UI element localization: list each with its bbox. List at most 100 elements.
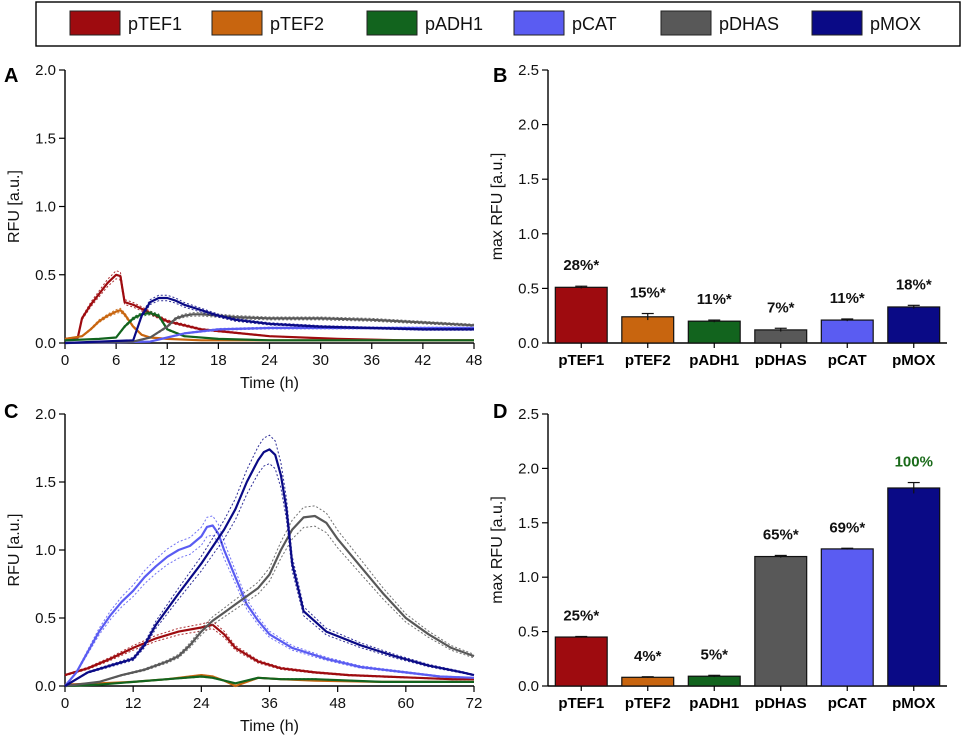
x-tick-label: 6 (112, 352, 120, 369)
y-tick-label: 0.5 (35, 610, 56, 627)
y-tick-label: 0.0 (518, 678, 539, 695)
data-label-ptef2: 15%* (630, 285, 666, 302)
data-label-pdhas: 65%* (763, 526, 799, 543)
series-lower-pdhas (64, 525, 475, 687)
legend-swatch-pmox (811, 10, 863, 36)
category-label-ptef2: pTEF2 (625, 695, 671, 712)
data-label-ptef1: 28%* (563, 257, 599, 274)
legend-label-padh1: pADH1 (425, 14, 483, 34)
category-label-pdhas: pDHAS (755, 695, 807, 712)
bar-pcat (820, 319, 874, 344)
y-tick-label: 2.0 (518, 460, 539, 477)
bar-padh1 (687, 675, 741, 687)
bar-pmox (887, 306, 941, 344)
legend-label-pcat: pCAT (572, 14, 617, 34)
y-tick-label: 2.0 (35, 406, 56, 423)
bar-pmox (887, 487, 941, 687)
data-label-pcat: 69%* (829, 519, 865, 536)
y-tick-label: 1.0 (35, 199, 56, 216)
x-tick-label: 42 (415, 352, 432, 369)
category-label-ptef2: pTEF2 (625, 352, 671, 369)
panel-c-line-chart: 0.0 0.5 1.0 1.5 2.0 RFU [a.u.] 0 12 24 36 48 60 72 Ti… (6, 406, 482, 735)
y-axis-label: max RFU [a.u.] (489, 496, 506, 604)
y-tick-label: 0.0 (35, 678, 56, 695)
series-lower-pcat (64, 534, 475, 687)
y-tick-label: 1.5 (518, 171, 539, 188)
data-label-ptef1: 25%* (563, 607, 599, 624)
data-label-padh1: 11%* (697, 291, 732, 308)
panel-label-a: A (4, 65, 18, 87)
bar-ptef1 (554, 286, 608, 344)
series-upper-pdhas (64, 505, 475, 687)
bar-ptef2 (621, 316, 675, 344)
panel-d-bar-chart: 0.0 0.5 1.0 1.5 2.0 2.5 max RFU [a.u.] pTEF1 25%… (489, 406, 947, 712)
y-tick-label: 0.5 (518, 280, 539, 297)
series-line-pdhas (64, 313, 475, 345)
x-tick-label: 72 (466, 695, 483, 712)
x-tick-label: 0 (61, 352, 69, 369)
category-label-pdhas: pDHAS (755, 352, 807, 369)
y-tick-label: 1.0 (518, 226, 539, 243)
category-label-padh1: pADH1 (689, 352, 739, 369)
x-tick-label: 60 (397, 695, 414, 712)
x-tick-label: 12 (125, 695, 142, 712)
x-tick-label: 30 (312, 352, 329, 369)
category-label-pmox: pMOX (892, 695, 935, 712)
y-tick-label: 2.0 (518, 117, 539, 134)
data-label-pmox: 18%* (896, 276, 932, 293)
legend-swatch-pcat (513, 10, 565, 36)
series-line-ptef1 (64, 273, 474, 342)
y-tick-label: 2.5 (518, 406, 539, 423)
x-tick-label: 0 (61, 695, 69, 712)
series-line-ptef1 (64, 623, 474, 681)
x-tick-label: 24 (193, 695, 210, 712)
data-label-pmox: 100% (895, 454, 933, 471)
category-label-pcat: pCAT (828, 695, 867, 712)
y-axis-label: RFU [a.u.] (6, 514, 23, 587)
series-upper-pmox (64, 434, 475, 687)
legend: pTEF1 pTEF2 pADH1 pCAT pDHAS pMOX (35, 1, 961, 47)
data-label-padh1: 5%* (700, 646, 728, 663)
x-tick-label: 48 (329, 695, 346, 712)
y-tick-label: 1.0 (518, 569, 539, 586)
y-axis-label: max RFU [a.u.] (489, 153, 506, 261)
y-tick-label: 2.0 (35, 62, 56, 79)
x-axis-label: Time (h) (240, 718, 299, 735)
data-label-ptef2: 4%* (634, 648, 662, 665)
category-label-pcat: pCAT (828, 352, 867, 369)
series-line-pdhas (64, 514, 475, 688)
legend-label-pmox: pMOX (870, 14, 921, 34)
category-label-ptef1: pTEF1 (558, 695, 604, 712)
y-axis-label: RFU [a.u.] (6, 170, 23, 243)
panel-label-d: D (493, 401, 507, 423)
series-line-padh1 (64, 311, 474, 342)
legend-box (35, 1, 961, 47)
legend-swatch-ptef2 (211, 10, 263, 36)
legend-swatch-pdhas (660, 10, 712, 36)
category-label-pmox: pMOX (892, 352, 935, 369)
panel-label-b: B (493, 65, 507, 87)
x-tick-label: 36 (363, 352, 380, 369)
series-line-pcat (64, 524, 475, 687)
y-tick-label: 1.0 (35, 542, 56, 559)
x-tick-label: 36 (261, 695, 278, 712)
series-upper-pcat (64, 515, 475, 687)
data-label-pcat: 11%* (830, 290, 865, 307)
panel-b-bar-chart: 0.0 0.5 1.0 1.5 2.0 2.5 max RFU [a.u.] pTEF1 28%… (489, 62, 947, 369)
legend-label-ptef2: pTEF2 (270, 14, 324, 34)
y-tick-label: 0.5 (518, 624, 539, 641)
y-tick-label: 1.5 (518, 515, 539, 532)
series-line-padh1 (64, 675, 474, 688)
x-tick-label: 24 (261, 352, 278, 369)
series-line-pmox (64, 296, 474, 345)
series-upper-ptef1 (64, 620, 474, 680)
x-tick-label: 48 (466, 352, 483, 369)
legend-label-pdhas: pDHAS (719, 14, 779, 34)
y-tick-label: 2.5 (518, 62, 539, 79)
x-tick-label: 12 (159, 352, 176, 369)
y-tick-label: 1.5 (35, 474, 56, 491)
series-lower-ptef1 (64, 278, 474, 341)
bar-ptef2 (621, 676, 675, 687)
series-upper-ptef2 (64, 673, 474, 687)
